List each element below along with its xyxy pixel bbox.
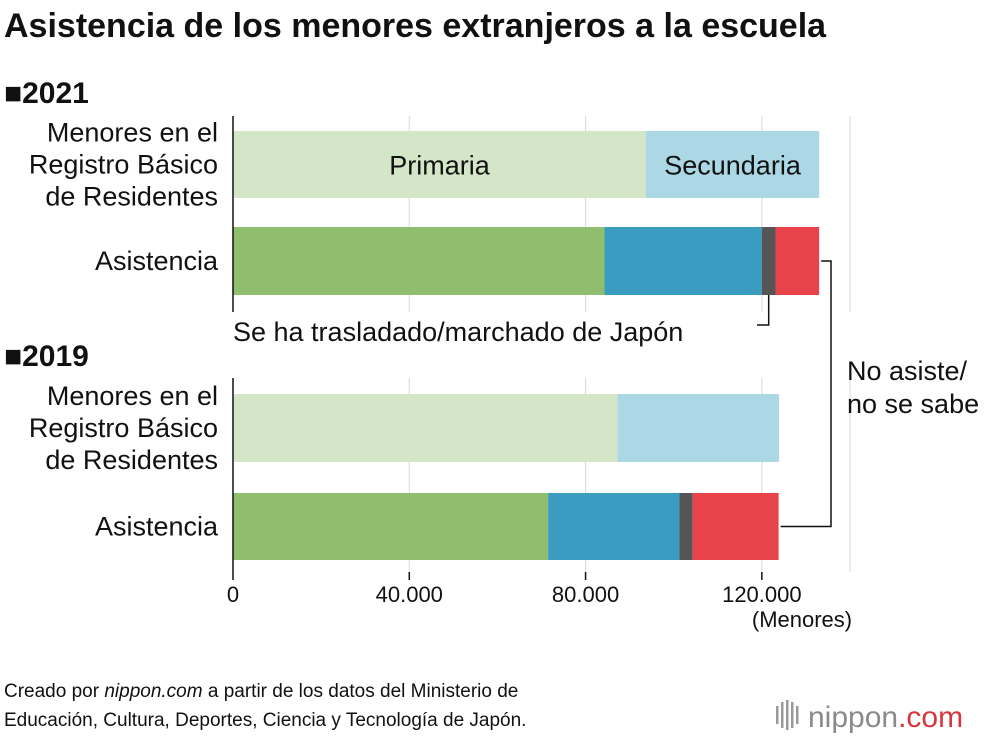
not-attending-label-line-1: No asiste/ — [847, 356, 968, 386]
x-tick-label-4: 120.000 — [722, 582, 802, 607]
bar-2-2-segment-3 — [679, 493, 693, 560]
brand-wordmark: nippon.com — [808, 701, 963, 734]
brand-bar-1 — [776, 706, 779, 724]
x-tick-label-1: 0 — [227, 582, 239, 607]
bar-1-2-segment-3 — [761, 227, 776, 295]
x-axis-unit: (Menores) — [752, 607, 852, 632]
brand-bar-5 — [796, 706, 799, 724]
moved-annotation-line — [757, 295, 770, 326]
segment-label-secundaria: Secundaria — [664, 151, 802, 181]
brand-bar-2 — [781, 702, 784, 728]
brand-bars-icon — [776, 700, 799, 730]
source-line-1: Creado por nippon.com a partir de los da… — [4, 681, 518, 702]
year-label-1: ■2021 — [4, 77, 89, 110]
bar-1-2-segment-1 — [233, 227, 605, 295]
category-label-2-1-line-1: Menores en el — [47, 381, 218, 411]
brand-bar-3 — [786, 700, 789, 730]
brand-name: nippon — [808, 701, 898, 734]
bar-2-2-segment-2 — [548, 493, 680, 560]
source-prefix: Creado por — [4, 681, 104, 702]
brand-bar-4 — [791, 702, 794, 728]
bar-1-2-segment-2 — [604, 227, 762, 295]
brand-domain: .com — [898, 701, 963, 734]
moved-annotation-label: Se ha trasladado/marchado de Japón — [233, 317, 683, 347]
bar-2-2-segment-4 — [692, 493, 779, 560]
bar-1-2-segment-4 — [775, 227, 820, 295]
source-line-2: Educación, Cultura, Deportes, Ciencia y … — [4, 710, 526, 731]
chart-title: Asistencia de los menores extranjeros a … — [4, 7, 827, 45]
category-label-1-1-line-1: Menores en el — [47, 118, 218, 148]
not-attending-label-line-2: no se sabe — [847, 389, 979, 419]
category-label-2-2-line-1: Asistencia — [95, 512, 219, 542]
segment-label-primaria: Primaria — [389, 151, 490, 181]
bar-2-1-segment-2 — [617, 394, 780, 462]
not-attending-bracket — [780, 260, 832, 528]
category-label-1-2-line-1: Asistencia — [95, 246, 219, 276]
category-label-2-1-line-2: Registro Básico — [29, 413, 218, 443]
category-label-1-1-line-2: Registro Básico — [29, 150, 218, 180]
source-site: nippon.com — [104, 681, 202, 702]
category-label-2-1-line-3: de Residentes — [45, 445, 218, 475]
source-suffix: a partir de los datos del Ministerio de — [203, 681, 519, 702]
bar-2-2-segment-1 — [233, 493, 549, 560]
bar-1-1-segment-1 — [233, 131, 646, 198]
bar-1-1-segment-2 — [645, 131, 820, 198]
bar-2-1-segment-1 — [233, 394, 618, 462]
category-label-1-1-line-3: de Residentes — [45, 182, 218, 212]
year-label-2: ■2019 — [4, 340, 89, 373]
x-tick-label-2: 40.000 — [376, 582, 443, 607]
x-tick-label-3: 80.000 — [552, 582, 619, 607]
brand-logo: nippon.com — [776, 700, 963, 734]
source-note: Creado por nippon.com a partir de los da… — [4, 681, 526, 731]
